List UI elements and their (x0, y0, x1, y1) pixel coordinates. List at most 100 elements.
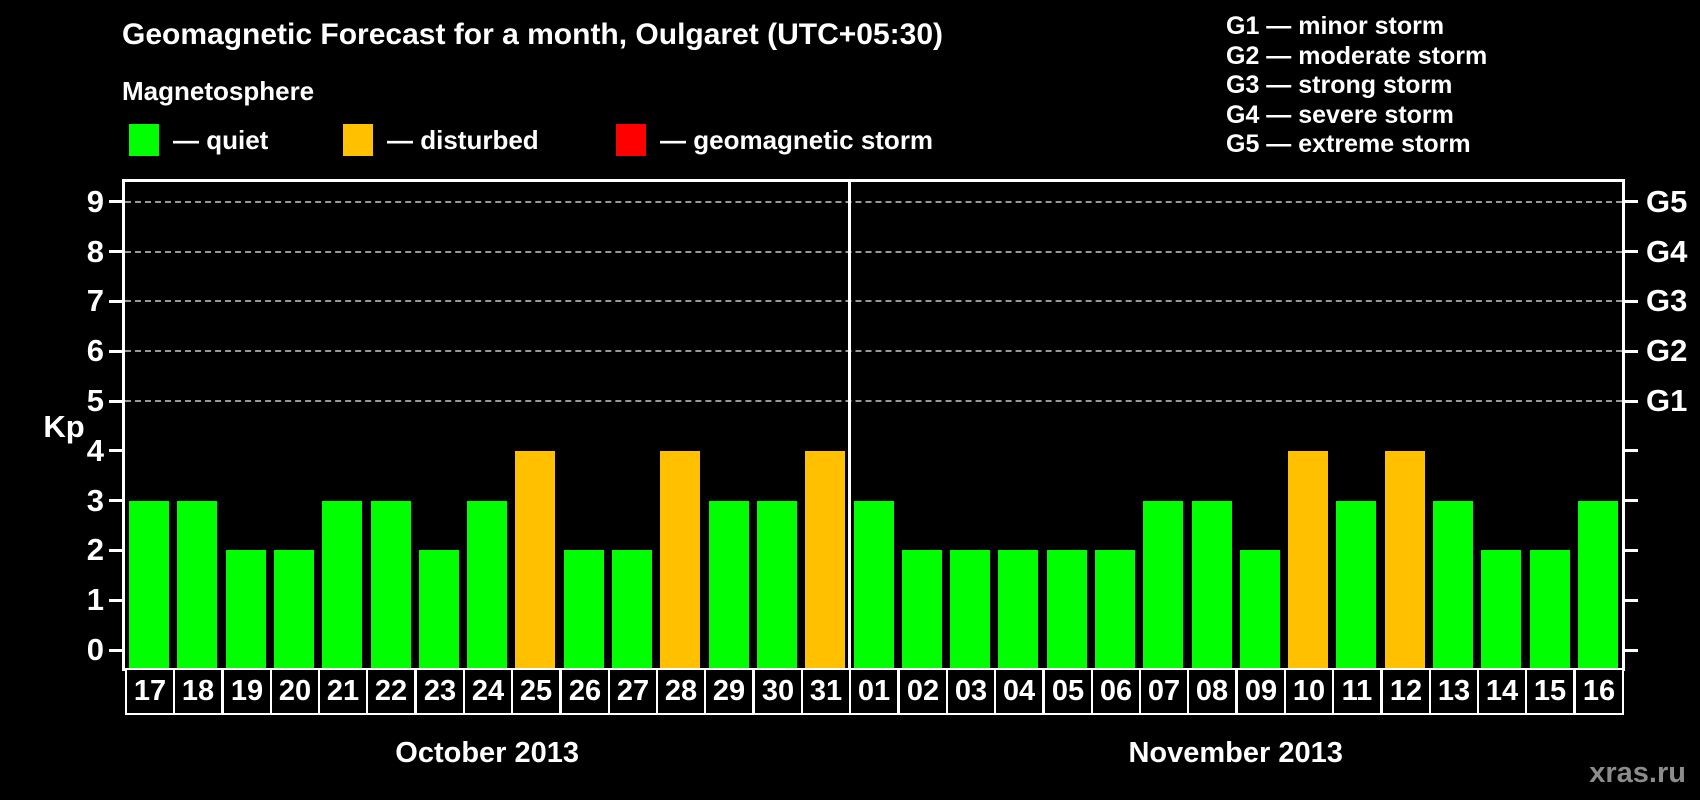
right-tick-8 (1625, 250, 1638, 254)
magnetosphere-label: Magnetosphere (122, 76, 315, 106)
day-label-19: 19 (222, 668, 272, 715)
kp-bar-day-10 (1288, 450, 1329, 668)
left-tick-6 (109, 349, 122, 353)
legend-item-label: — disturbed (387, 124, 539, 155)
left-tick-3 (109, 499, 122, 503)
left-tick-4 (109, 449, 122, 453)
left-tick-7 (109, 299, 122, 303)
kp-bar-day-13 (1432, 500, 1473, 668)
day-label-02: 02 (898, 668, 948, 715)
g-legend-line-g1: G1 — minor storm (1226, 12, 1445, 40)
day-label-21: 21 (318, 668, 368, 715)
gridline-kp7 (125, 300, 1622, 303)
y-tick-label-6: 6 (86, 333, 104, 369)
kp-bar-day-03 (950, 550, 991, 668)
right-tick-6 (1625, 349, 1638, 353)
g-legend-line-g5: G5 — extreme storm (1226, 130, 1471, 158)
y-tick-label-0: 0 (86, 632, 104, 667)
day-label-31: 31 (801, 668, 851, 715)
day-label-15: 15 (1525, 668, 1575, 715)
day-label-20: 20 (270, 668, 320, 715)
status-legend: — quiet — disturbed — geomagnetic storm (129, 124, 933, 156)
day-label-28: 28 (656, 668, 706, 715)
kp-bar-day-15 (1529, 550, 1570, 668)
legend-item-storm: — geomagnetic storm (616, 124, 933, 156)
right-tick-2 (1625, 548, 1638, 552)
y-tick-label-1: 1 (86, 582, 104, 618)
day-label-row: 17 18 19 20 21 22 23 24 25 26 27 28 29 30 31 01 02 03 04 05… (125, 668, 1624, 715)
right-tick-0 (1625, 648, 1638, 652)
kp-bar-day-19 (225, 550, 266, 668)
kp-bar-day-27 (612, 550, 653, 668)
day-label-10: 10 (1284, 668, 1334, 715)
kp-bar-day-23 (418, 550, 459, 668)
right-tick-7 (1625, 299, 1638, 303)
kp-bar-day-16 (1577, 500, 1618, 668)
kp-bar-day-11 (1336, 500, 1377, 668)
day-label-22: 22 (366, 668, 416, 715)
month-divider (847, 182, 851, 668)
kp-bar-day-26 (563, 550, 604, 668)
g-legend-line-g3: G3 — strong storm (1226, 71, 1453, 99)
g-scale-legend: G1 — minor storm G2 — moderate storm G3 — … (1226, 12, 1487, 160)
day-label-04: 04 (994, 668, 1044, 715)
left-tick-0 (109, 648, 122, 652)
day-label-05: 05 (1043, 668, 1093, 715)
kp-bar-day-08 (1191, 500, 1232, 668)
day-label-16: 16 (1574, 668, 1624, 715)
right-tick-1 (1625, 598, 1638, 602)
y-tick-label-2: 2 (86, 532, 104, 568)
kp-bar-day-02 (901, 550, 942, 668)
legend-item-disturbed: — disturbed (343, 124, 616, 156)
y-tick-label-5: 5 (86, 383, 104, 418)
legend-item-label: — geomagnetic storm (660, 124, 934, 155)
gridline-kp9 (125, 200, 1622, 203)
y-tick-label-3: 3 (86, 482, 104, 518)
kp-bar-day-01 (853, 500, 894, 668)
left-tick-8 (109, 250, 122, 254)
kp-bar-day-31 (805, 450, 846, 668)
kp-bar-day-22 (370, 500, 411, 668)
day-label-11: 11 (1332, 668, 1382, 715)
kp-bar-day-12 (1384, 450, 1425, 668)
g-legend-line-g2: G2 — moderate storm (1226, 41, 1488, 70)
day-label-14: 14 (1477, 668, 1527, 715)
right-tick-5 (1625, 399, 1638, 403)
day-label-01: 01 (849, 668, 899, 715)
month-label: October 2013 (395, 737, 580, 769)
right-axis-label-g1: G1 (1646, 383, 1688, 418)
disturbed-swatch-icon (343, 124, 373, 156)
kp-bar-day-20 (274, 550, 315, 668)
kp-bar-day-24 (467, 500, 508, 668)
kp-bar-day-30 (756, 500, 797, 668)
kp-bar-day-06 (1094, 550, 1135, 668)
right-axis-label-g4: G4 (1646, 233, 1688, 269)
page-title: Geomagnetic Forecast for a month, Oulgar… (122, 18, 944, 51)
day-label-27: 27 (608, 668, 658, 715)
day-label-25: 25 (511, 668, 561, 715)
right-axis-label-g5: G5 (1646, 183, 1688, 219)
right-tick-4 (1625, 449, 1638, 453)
kp-bar-day-14 (1481, 550, 1522, 668)
day-label-24: 24 (463, 668, 513, 715)
y-tick-label-4: 4 (86, 432, 104, 468)
plot-area (122, 179, 1625, 671)
day-label-08: 08 (1187, 668, 1237, 715)
day-label-29: 29 (704, 668, 754, 715)
storm-swatch-icon (616, 124, 646, 156)
month-label: November 2013 (1128, 737, 1343, 769)
day-label-13: 13 (1429, 668, 1479, 715)
watermark: xras.ru (1589, 757, 1686, 789)
kp-bar-day-21 (322, 500, 363, 668)
left-tick-2 (109, 548, 122, 552)
day-label-17: 17 (125, 668, 175, 715)
y-tick-label-9: 9 (86, 183, 104, 219)
kp-axis-title: Kp (43, 409, 85, 444)
legend-item-quiet: — quiet (129, 124, 343, 156)
day-label-30: 30 (753, 668, 803, 715)
day-label-03: 03 (946, 668, 996, 715)
kp-bar-day-07 (1143, 500, 1184, 668)
gridline-kp8 (125, 250, 1622, 253)
kp-bar-day-28 (660, 450, 701, 668)
kp-bar-day-05 (1046, 550, 1087, 668)
